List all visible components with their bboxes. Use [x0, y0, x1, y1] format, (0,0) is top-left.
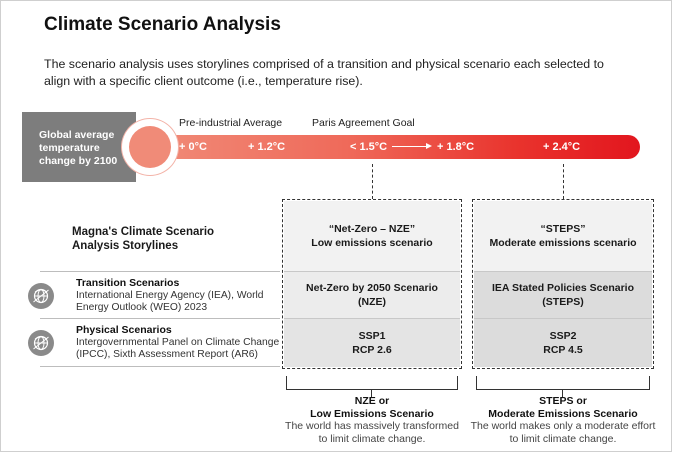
column-nze-header-line2: Low emissions scenario — [311, 237, 433, 249]
column-nze-transition-line1: Net-Zero by 2050 Scenario — [306, 282, 438, 294]
temp-1-2: + 1.2°C — [248, 141, 286, 153]
column-steps — [472, 199, 654, 369]
column-steps-header-line2: Moderate emissions scenario — [489, 237, 637, 249]
outcome-steps-line1: STEPS or — [539, 395, 587, 407]
intro-text: The scenario analysis uses storylines co… — [44, 57, 604, 88]
thermometer-label-line1: Global average — [39, 129, 115, 141]
column-nze-transition: Net-Zero by 2050 Scenario (NZE) — [284, 272, 460, 318]
column-nze — [282, 199, 462, 369]
bracket-nze — [286, 376, 458, 390]
column-nze-header: “Net-Zero – NZE” Low emissions scenario — [284, 201, 460, 271]
column-steps-transition: IEA Stated Policies Scenario (STEPS) — [474, 272, 652, 318]
thermometer-bulb-fill — [129, 126, 171, 168]
outcome-steps-line2: Moderate Emissions Scenario — [488, 407, 638, 420]
row-divider-mid — [40, 318, 280, 319]
nze-sep-1 — [284, 271, 460, 272]
outcome-steps-desc-line2: to limit climate change. — [509, 432, 617, 445]
scale-label-paris: Paris Agreement Goal — [312, 117, 415, 129]
thermometer-label: Global average temperature change by 210… — [22, 112, 136, 182]
dropline-nze — [372, 164, 373, 199]
steps-sep-1 — [474, 271, 652, 272]
bracket-steps-tick — [562, 390, 564, 397]
outcome-nze-desc-line2: to limit climate change. — [318, 432, 426, 445]
column-steps-transition-line2: (STEPS) — [542, 296, 584, 308]
temp-2-4: + 2.4°C — [543, 141, 581, 153]
row-transition-desc-line1: International Energy Agency (IEA), World — [76, 289, 264, 301]
row-physical-desc-line2: (IPCC), Sixth Assessment Report (AR6) — [76, 349, 258, 360]
column-steps-header: “STEPS” Moderate emissions scenario — [474, 201, 652, 271]
outcome-steps: STEPS or Moderate Emissions Scenario The… — [463, 395, 663, 445]
temp-1-8: + 1.8°C — [437, 141, 475, 153]
column-nze-transition-line2: (NZE) — [357, 296, 386, 308]
row-physical-desc-line1: Intergovernmental Panel on Climate Chang… — [76, 336, 280, 348]
nze-sep-2 — [284, 318, 460, 319]
storylines-title-line1: Magna's Climate Scenario — [72, 226, 215, 238]
globe-icon — [28, 330, 54, 356]
column-nze-physical: SSP1 RCP 2.6 — [284, 319, 460, 367]
thermometer-label-line3: change by 2100 — [39, 155, 118, 167]
bracket-nze-tick — [371, 390, 373, 397]
row-divider-bottom — [40, 366, 280, 367]
row-transition-label: Transition Scenarios International Energ… — [76, 277, 264, 315]
column-steps-header-line1: “STEPS” — [540, 223, 586, 235]
page-title: Climate Scenario Analysis — [44, 14, 281, 35]
row-divider-top — [40, 271, 280, 272]
scale-label-preindustrial: Pre-industrial Average — [179, 117, 283, 129]
bracket-steps — [476, 376, 650, 390]
dropline-steps — [563, 164, 564, 199]
arrow-line — [392, 146, 428, 147]
row-physical-label: Physical Scenarios Intergovernmental Pan… — [76, 324, 279, 362]
outcome-nze-desc-line1: The world has massively transformed — [285, 420, 459, 432]
outcome-nze-line2: Low Emissions Scenario — [310, 407, 434, 420]
thermometer-tube — [150, 135, 640, 159]
row-physical-title: Physical Scenarios — [76, 324, 172, 336]
column-nze-physical-line2: RCP 2.6 — [352, 344, 392, 356]
column-steps-physical-line1: SSP2 — [549, 330, 577, 342]
row-transition-title: Transition Scenarios — [76, 277, 180, 289]
thermometer-label-line2: temperature — [39, 142, 100, 154]
column-steps-physical: SSP2 RCP 4.5 — [474, 319, 652, 367]
column-steps-transition-line1: IEA Stated Policies Scenario — [492, 282, 634, 294]
column-nze-header-line1: “Net-Zero – NZE” — [328, 223, 416, 235]
steps-sep-2 — [474, 318, 652, 319]
column-nze-physical-line1: SSP1 — [358, 330, 386, 342]
column-steps-physical-line2: RCP 4.5 — [543, 344, 583, 356]
outcome-steps-desc-line1: The world makes only a moderate effort — [470, 420, 656, 432]
row-transition-desc-line2: Energy Outlook (WEO) 2023 — [76, 302, 208, 313]
storylines-title-line2: Analysis Storylines — [72, 240, 179, 252]
arrow-right-icon — [426, 143, 432, 149]
outcome-nze: NZE or Low Emissions Scenario The world … — [272, 395, 472, 445]
temp-0: + 0°C — [179, 141, 207, 153]
outcome-nze-line1: NZE or — [354, 395, 390, 407]
temp-1-5: < 1.5°C — [350, 141, 388, 153]
storylines-title: Magna's Climate Scenario Analysis Storyl… — [72, 225, 214, 253]
globe-icon — [28, 283, 54, 309]
